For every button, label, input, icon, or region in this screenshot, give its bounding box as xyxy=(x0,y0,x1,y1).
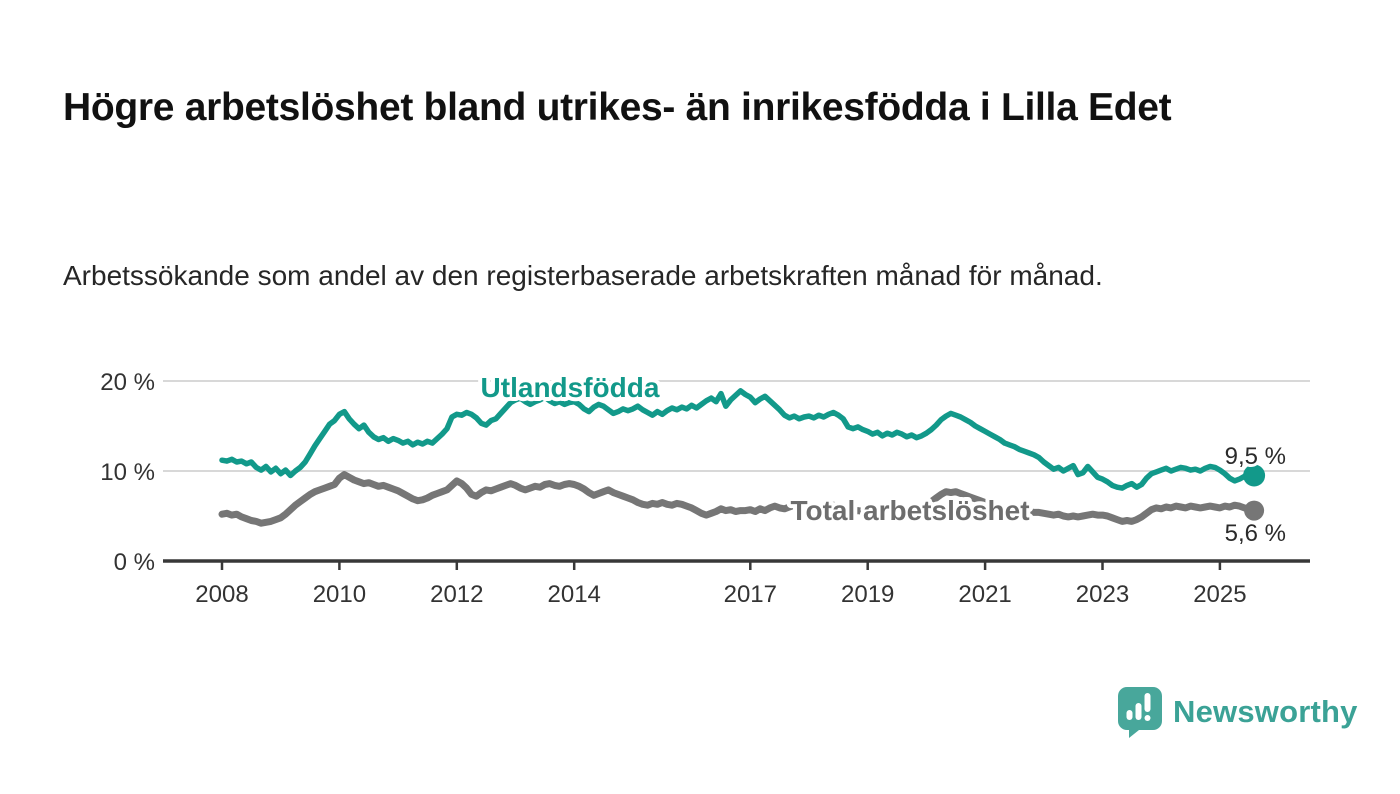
y-tick-label: 0 % xyxy=(114,549,155,576)
series-label-total-arbetsloshet: Total arbetslöshet xyxy=(790,495,1029,526)
svg-text:2010: 2010 xyxy=(313,581,366,608)
series-line-total-arbetsloshet xyxy=(218,471,1258,527)
x-tick-labels: 2008 2010 2012 2014 2017 2019 2021 2023 … xyxy=(195,581,1246,608)
svg-text:2025: 2025 xyxy=(1193,581,1246,608)
logo-exclamation-dot xyxy=(1144,715,1151,721)
y-tick-label: 10 % xyxy=(100,459,155,486)
svg-text:2021: 2021 xyxy=(958,581,1011,608)
svg-text:2008: 2008 xyxy=(195,581,248,608)
newsworthy-branding: Newsworthy xyxy=(1117,686,1358,738)
line-chart: 20 % 10 % 0 % Utlandsfödda Total arbetsl… xyxy=(0,350,1400,650)
y-tick-label: 20 % xyxy=(100,369,155,396)
newsworthy-logo-icon xyxy=(1118,687,1162,738)
svg-text:2023: 2023 xyxy=(1076,581,1129,608)
chart-canvas: 20 % 10 % 0 % Utlandsfödda Total arbetsl… xyxy=(100,368,1310,608)
end-value-label-total-arbetsloshet: 5,6 % xyxy=(1225,520,1286,547)
logo-exclamation-bar xyxy=(1144,693,1151,712)
series-line-utlandsfodda xyxy=(219,388,1257,491)
logo-bar-small xyxy=(1126,710,1133,720)
x-axis-ticks xyxy=(220,561,1222,570)
svg-text:2017: 2017 xyxy=(724,581,777,608)
svg-text:2012: 2012 xyxy=(430,581,483,608)
end-value-label-utlandsfodda: 9,5 % xyxy=(1225,443,1286,470)
end-dot-utlandsfodda xyxy=(1243,464,1266,487)
chart-subtitle: Arbetssökande som andel av den registerb… xyxy=(63,260,1103,291)
page-title: Högre arbetslöshet bland utrikes- än inr… xyxy=(63,86,1172,130)
end-dot-total-arbetsloshet xyxy=(1244,500,1265,521)
svg-text:2014: 2014 xyxy=(548,581,601,608)
logo-bar-medium xyxy=(1135,703,1142,720)
newsworthy-logo-text: Newsworthy xyxy=(1173,694,1358,729)
series-label-utlandsfodda: Utlandsfödda xyxy=(481,372,660,403)
svg-text:2019: 2019 xyxy=(841,581,894,608)
